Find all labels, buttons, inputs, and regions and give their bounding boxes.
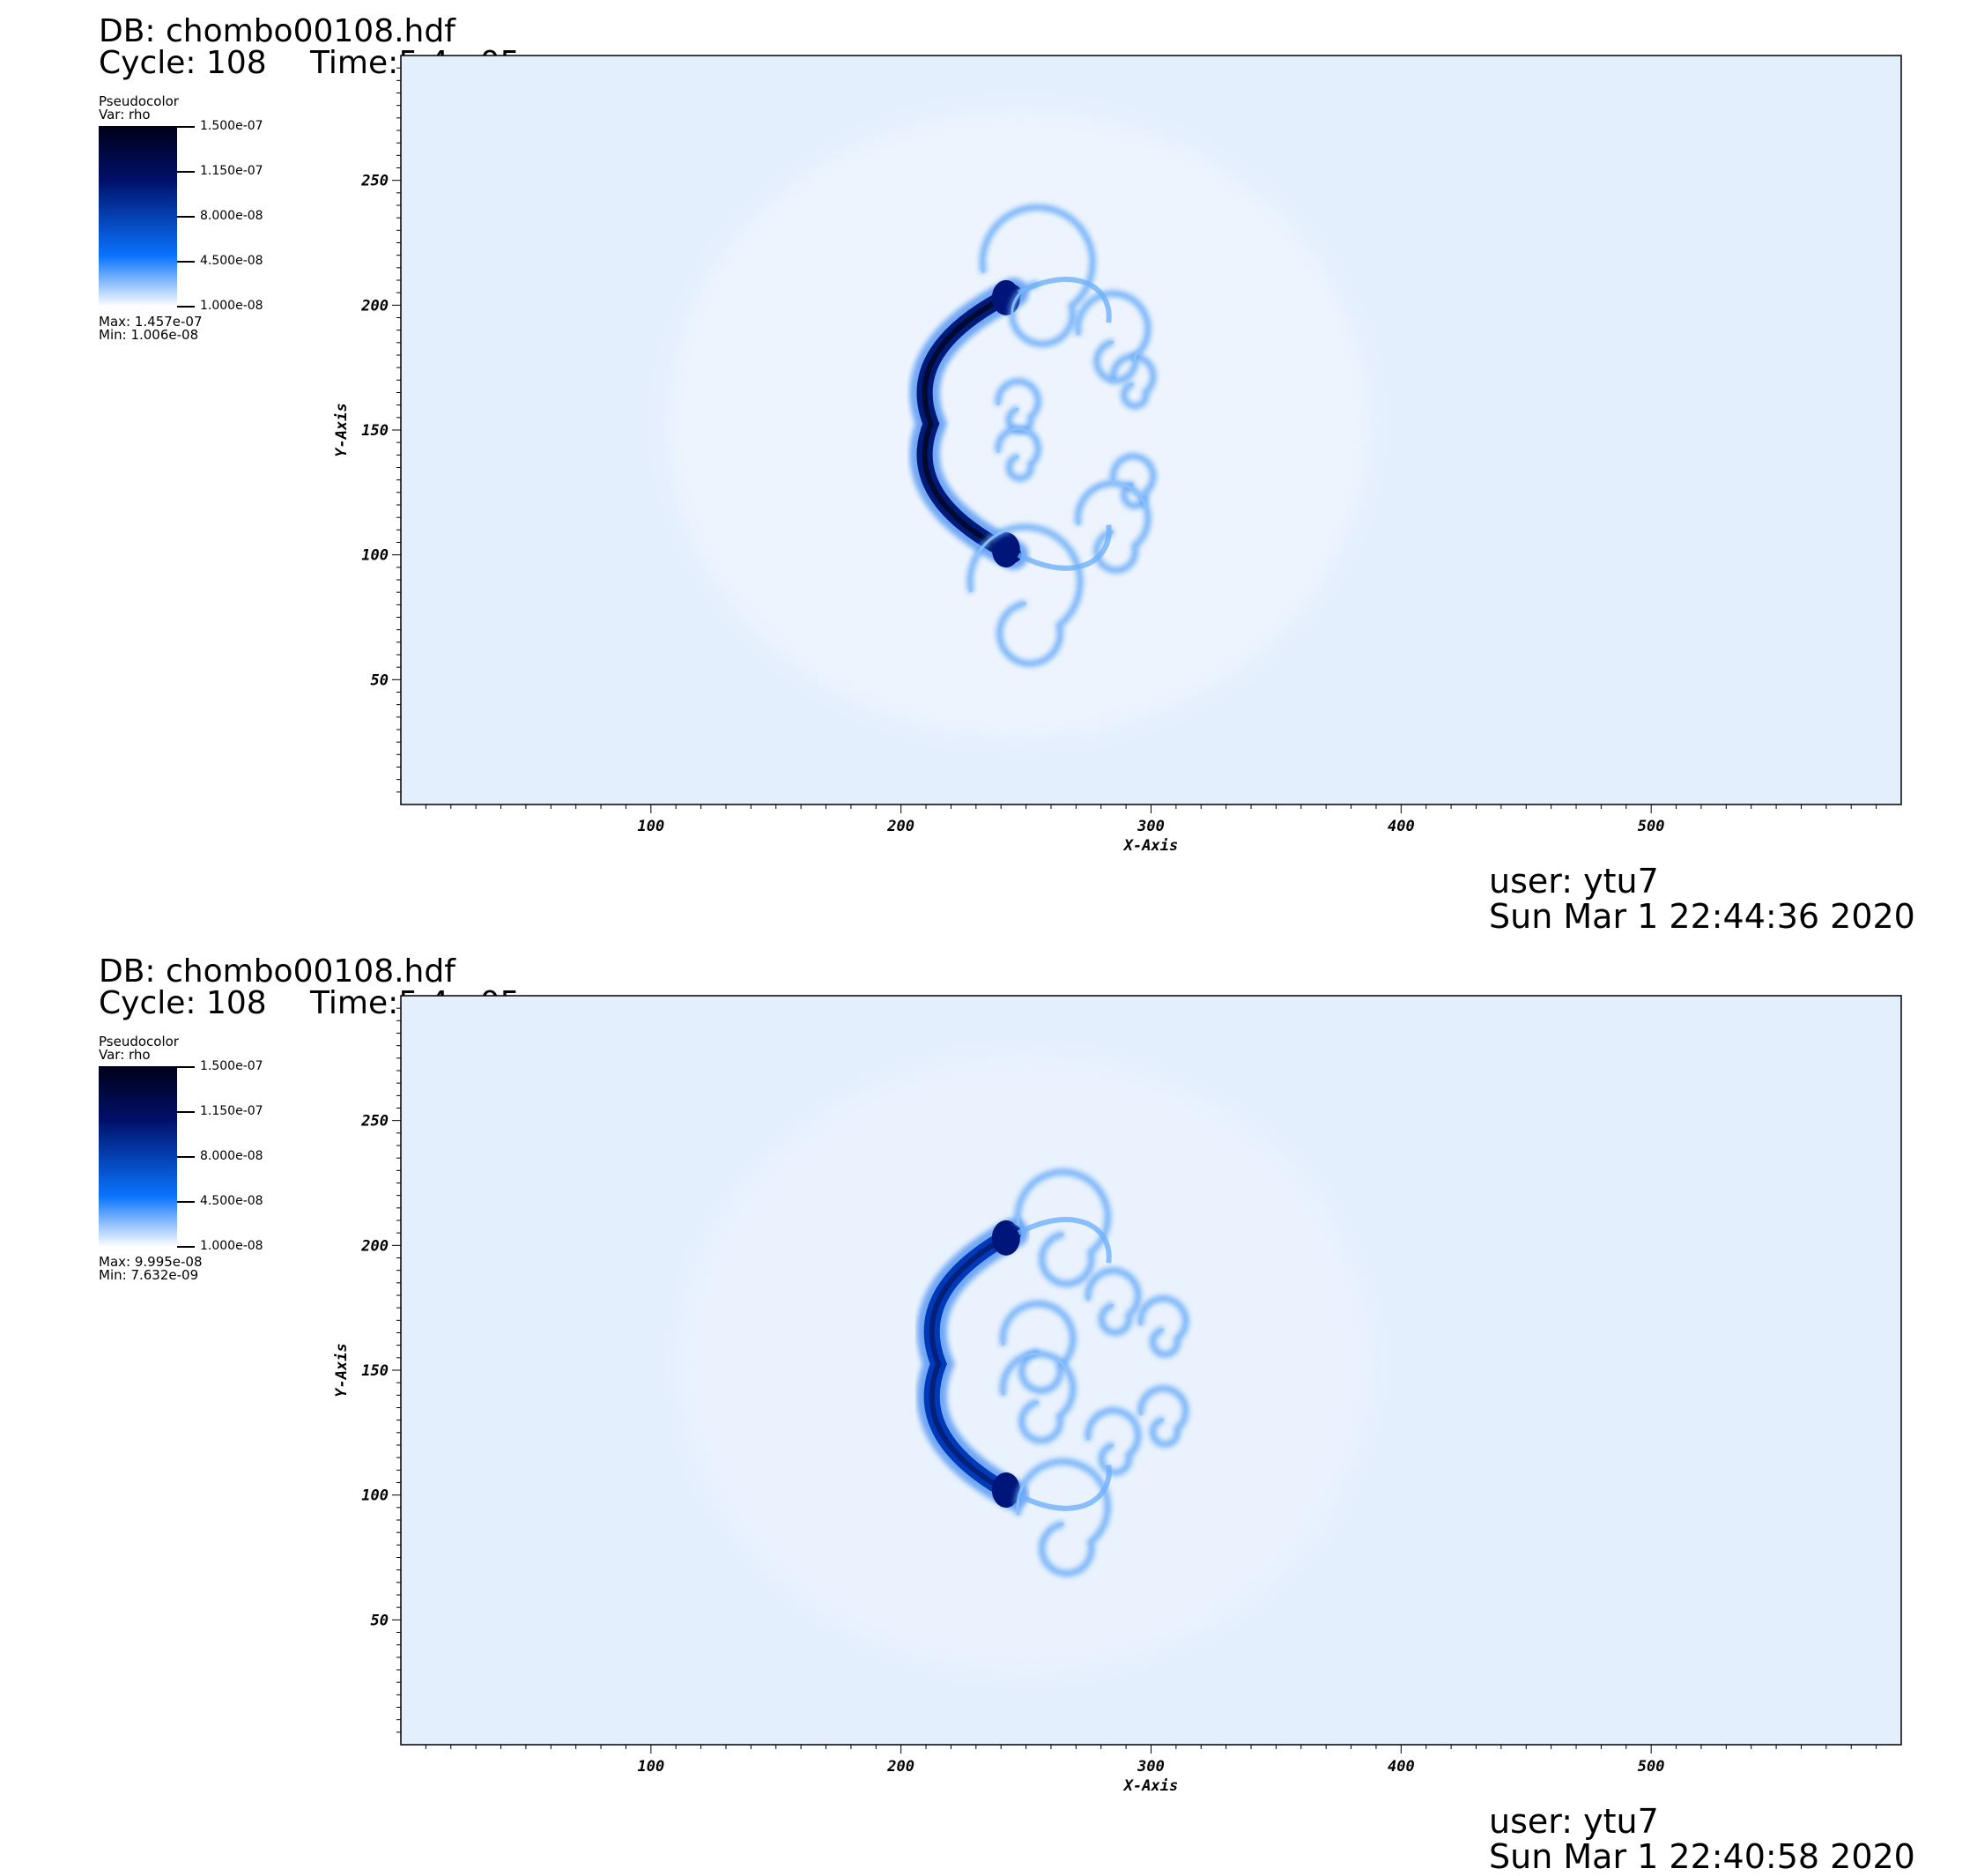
y-axis-title: Y-Axis [333, 403, 351, 456]
legend-plot-type: Pseudocolor [99, 1034, 179, 1049]
user-label: user: ytu7 [1489, 1802, 1659, 1841]
vortex-filament-core [1112, 354, 1155, 408]
y-axis-title: Y-Axis [333, 1343, 351, 1397]
cycle-label: Cycle: 108 [99, 45, 267, 81]
front-knot [991, 1472, 1020, 1508]
y-tick-label: 250 [360, 173, 389, 190]
filament [1017, 1217, 1112, 1264]
vortex-filament-core [981, 205, 1094, 345]
heatmap-svg: 100 200 300 400 500 50 100 150 200 250 X-Axis Y-Axi… [333, 55, 1902, 855]
vortex-filament-core [1001, 1352, 1075, 1442]
vortex-filament-core [1139, 1297, 1188, 1356]
colorbar-tick-label: 1.000e-08 [200, 299, 263, 313]
legend-variable: Var: rho [99, 1047, 151, 1063]
vortex-filament-core [968, 525, 1082, 665]
plot-area: 100 200 300 400 500 50 100 150 200 250 X-Axis Y-Axi… [264, 48, 1921, 859]
date-label: Sun Mar 1 22:40:58 2020 [1489, 1837, 1915, 1876]
front-knot [991, 532, 1020, 567]
vortex-filament-core [996, 427, 1040, 480]
db-label: DB: chombo00108.hdf [99, 13, 455, 49]
x-tick-label: 200 [886, 1758, 914, 1776]
heatmap-svg: 100 200 300 400 500 50 100 150 200 250 X-Axis Y-Axi… [333, 995, 1902, 1795]
colorbar-tick-label: 1.150e-07 [200, 164, 263, 178]
cycle-label: Cycle: 108 [99, 985, 267, 1021]
x-axis-title: X-Axis [1122, 1777, 1178, 1795]
user-label: user: ytu7 [1489, 862, 1659, 901]
colorbar-tick-label: 8.000e-08 [200, 209, 263, 223]
colorbar-tick [177, 1111, 195, 1113]
x-tick-label: 300 [1137, 818, 1165, 835]
x-tick-label: 500 [1638, 818, 1665, 835]
vortex-filament-core [1077, 292, 1150, 382]
colorbar-tick [177, 1066, 195, 1068]
legend-max: Max: 1.457e-07 [99, 314, 203, 330]
plot-area: 100 200 300 400 500 50 100 150 200 250 X-Axis Y-Axi… [264, 989, 1921, 1799]
colorbar-tick-label: 4.500e-08 [200, 1194, 263, 1208]
x-tick-label: 200 [886, 818, 914, 835]
y-tick-label: 150 [361, 1362, 389, 1380]
vortex-filament-core [1086, 1409, 1140, 1474]
x-tick-label: 100 [637, 1758, 664, 1776]
colorbar-tick-label: 1.500e-07 [200, 119, 263, 133]
colorbar [99, 126, 177, 307]
shock-halo [668, 111, 1369, 737]
y-tick-label: 250 [360, 1113, 389, 1131]
colorbar-tick-label: 8.000e-08 [200, 1149, 263, 1163]
legend-plot-type: Pseudocolor [99, 93, 179, 109]
y-tick-label: 50 [371, 671, 389, 689]
colorbar-tick-label: 1.000e-08 [200, 1239, 263, 1253]
filament [1017, 277, 1112, 323]
vortex-filament-core [1112, 455, 1155, 508]
front-knot [991, 1220, 1020, 1256]
x-tick-label: 100 [637, 818, 664, 835]
colorbar-tick [177, 261, 195, 263]
density-front-core [929, 1230, 1017, 1498]
colorbar-tick [177, 171, 195, 173]
x-tick-label: 500 [1638, 1758, 1665, 1776]
vortex-filament-core [996, 380, 1040, 433]
colorbar-tick-label: 1.150e-07 [200, 1104, 263, 1118]
colorbar-tick [177, 1156, 195, 1158]
colorbar-tick-label: 1.500e-07 [200, 1059, 263, 1073]
density-front-core [922, 290, 1017, 558]
legend-max: Max: 9.995e-08 [99, 1254, 203, 1270]
x-tick-label: 300 [1137, 1758, 1165, 1776]
vortex-filament-core [1086, 1269, 1140, 1334]
y-tick-label: 200 [360, 1237, 389, 1255]
x-axis-title: X-Axis [1122, 837, 1178, 855]
legend-variable: Var: rho [99, 107, 151, 122]
x-tick-label: 400 [1388, 1758, 1415, 1776]
db-label: DB: chombo00108.hdf [99, 953, 455, 990]
plot-panel-bottom: DB: chombo00108.hdf Cycle: 108 Time:5.4e… [0, 940, 1977, 1876]
colorbar-tick-label: 4.500e-08 [200, 254, 263, 268]
y-tick-label: 50 [371, 1612, 389, 1629]
x-tick-label: 400 [1388, 818, 1415, 835]
y-tick-label: 150 [361, 422, 389, 440]
colorbar-tick [177, 306, 195, 308]
y-tick-label: 100 [361, 547, 389, 565]
y-tick-label: 100 [361, 1487, 389, 1505]
y-tick-label: 200 [360, 297, 389, 315]
colorbar-tick [177, 1201, 195, 1203]
colorbar [99, 1066, 177, 1247]
colorbar-tick [177, 216, 195, 218]
filament [1017, 1464, 1112, 1511]
filament [1017, 524, 1112, 571]
vortex-filament-core [1139, 1387, 1188, 1446]
legend-min: Min: 7.632e-09 [99, 1267, 199, 1283]
plot-panel-top: DB: chombo00108.hdf Cycle: 108 Time:5.4e… [0, 0, 1977, 936]
date-label: Sun Mar 1 22:44:36 2020 [1489, 897, 1915, 936]
vortex-filament-core [1016, 1170, 1109, 1286]
legend-min: Min: 1.006e-08 [99, 327, 199, 343]
vortex-filament-core [1016, 1460, 1109, 1576]
colorbar-tick [177, 126, 195, 128]
colorbar-tick [177, 1246, 195, 1248]
